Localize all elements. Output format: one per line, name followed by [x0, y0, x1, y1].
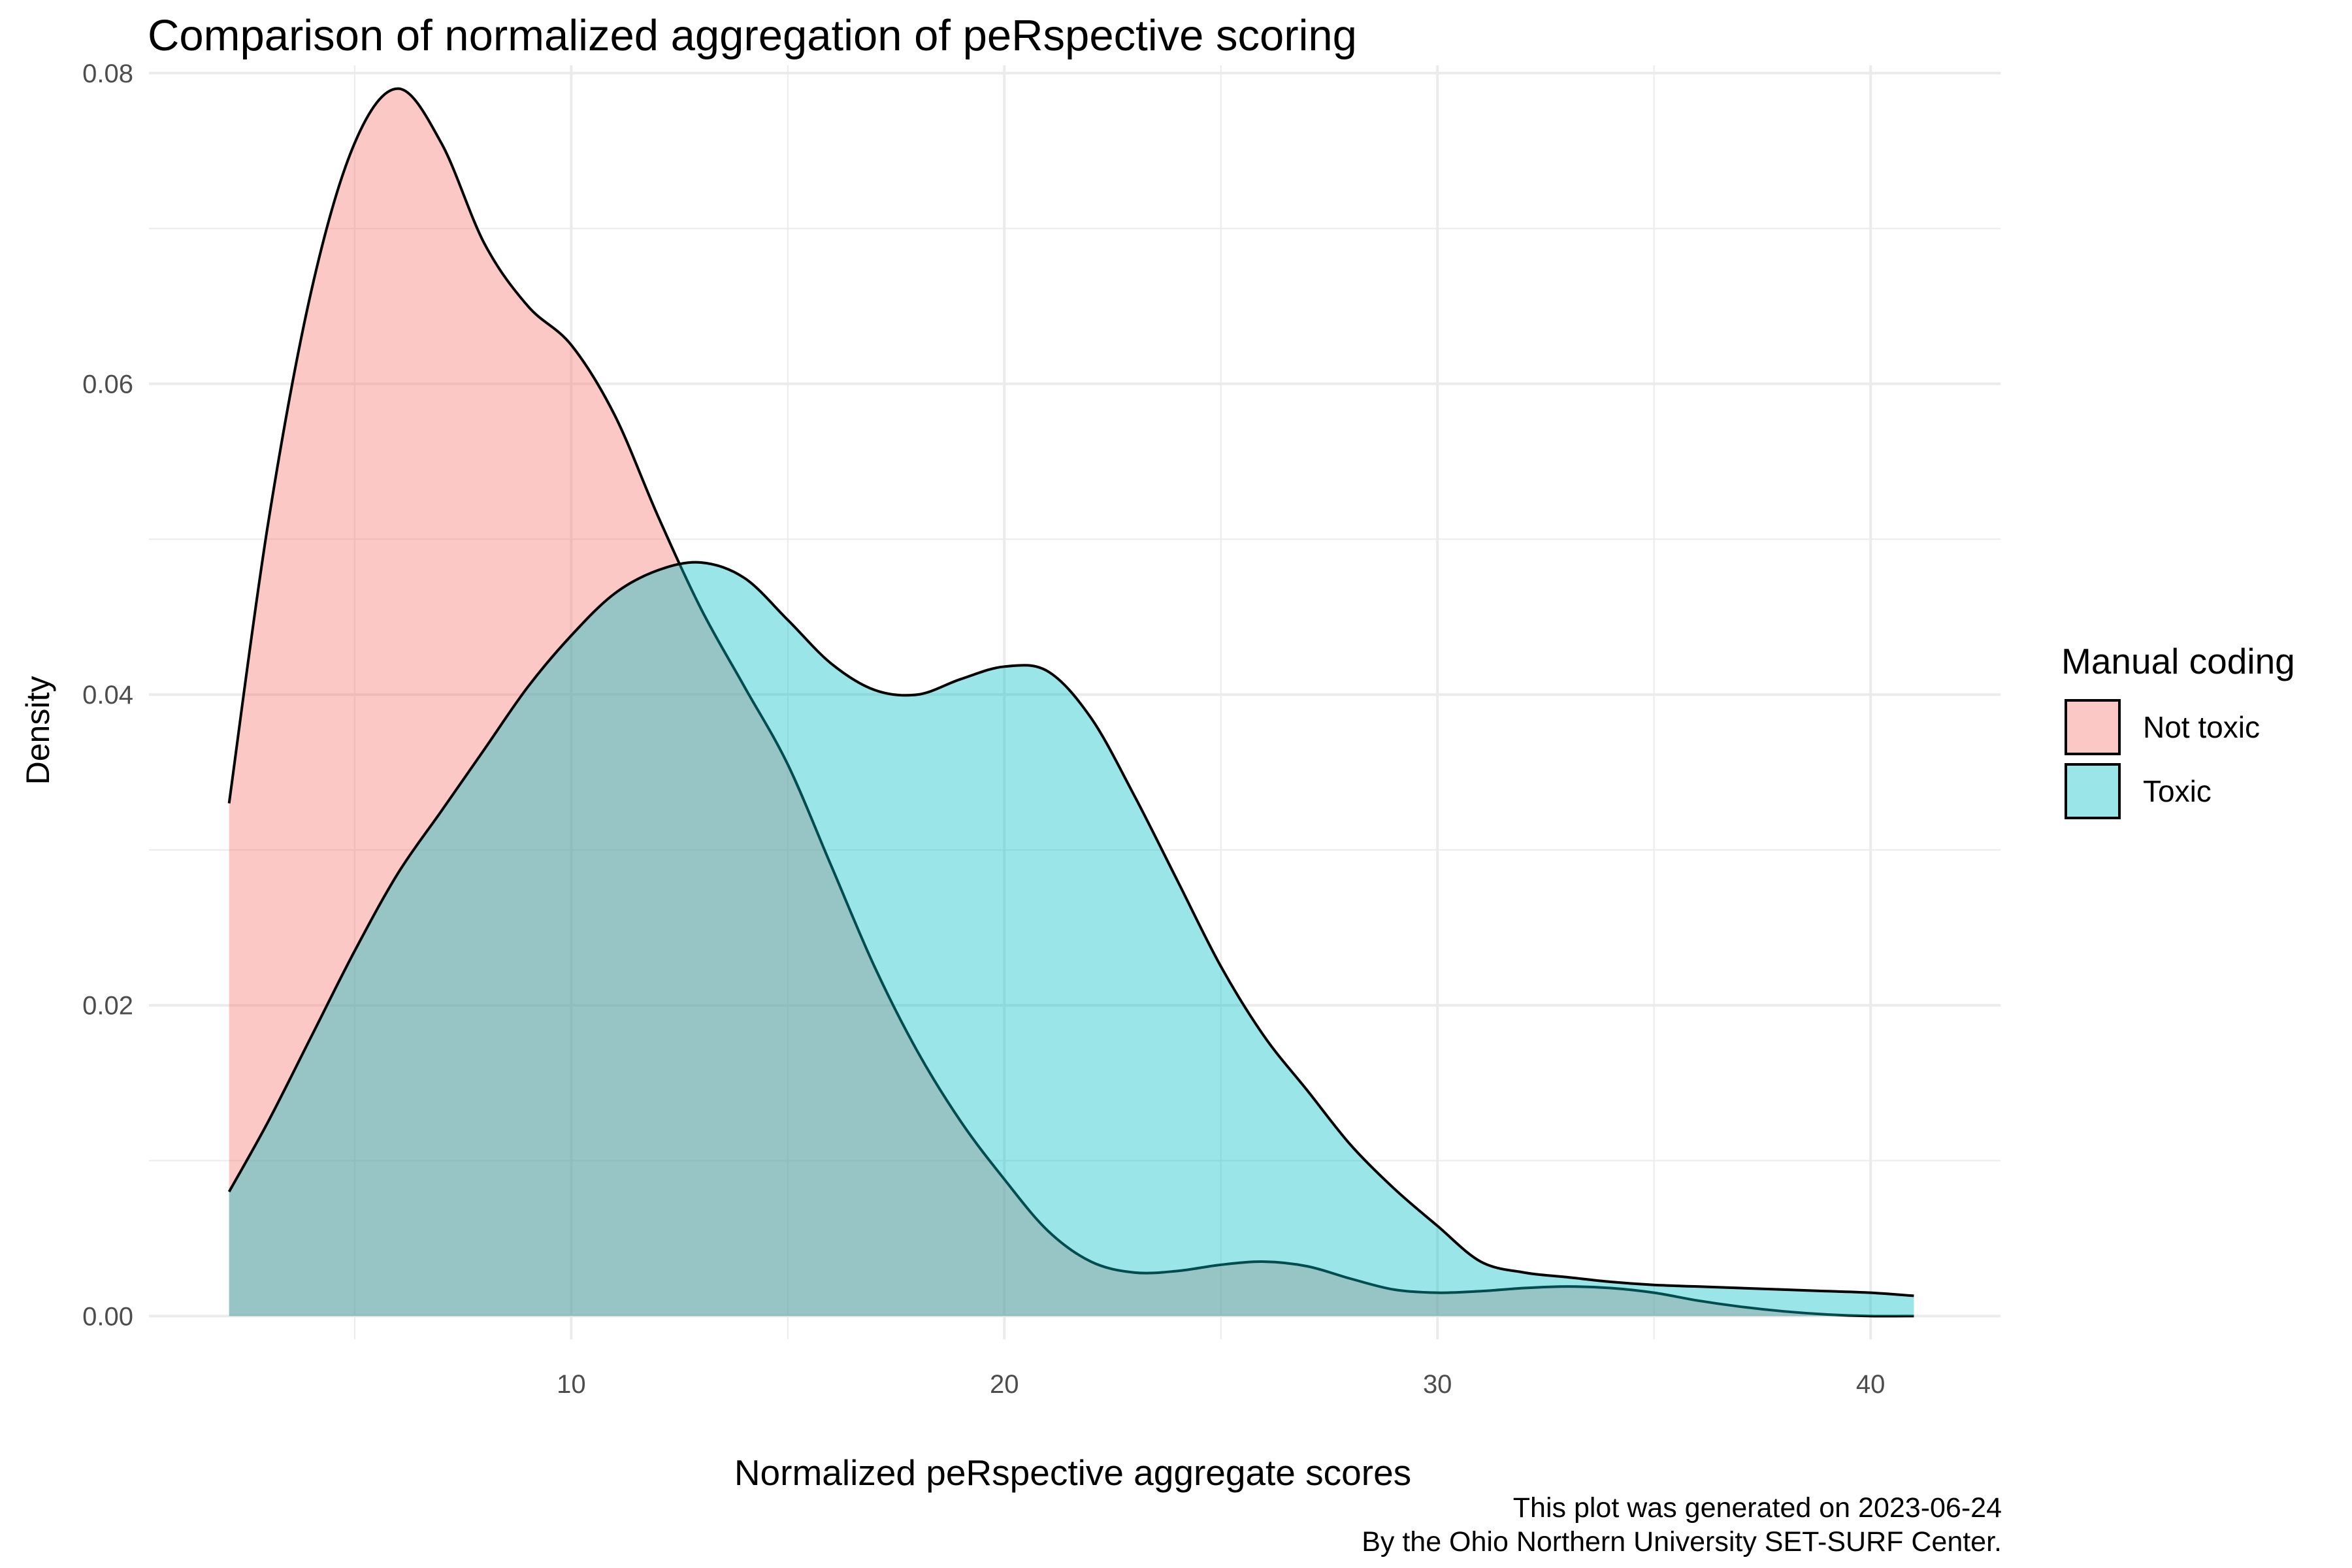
legend-label-toxic: Toxic	[2143, 774, 2212, 808]
density-area-not-toxic	[229, 88, 1914, 1316]
caption: This plot was generated on 2023-06-24 By…	[1362, 1491, 2002, 1559]
legend-label-not-toxic: Not toxic	[2143, 710, 2260, 744]
legend-item-not-toxic: Not toxic	[2065, 698, 2260, 757]
legend-title: Manual coding	[2061, 641, 2295, 681]
x-tick-label: 40	[1856, 1370, 1886, 1399]
y-tick-label: 0.08	[82, 59, 133, 88]
density-area-toxic	[229, 562, 1914, 1316]
legend-item-toxic: Toxic	[2065, 762, 2212, 821]
caption-line-2: By the Ohio Northern University SET-SURF…	[1362, 1526, 2002, 1558]
y-tick-label: 0.00	[82, 1302, 133, 1331]
density-line-toxic	[227, 561, 1914, 1298]
y-tick-label: 0.04	[82, 681, 133, 710]
caption-line-1: This plot was generated on 2023-06-24	[1512, 1492, 2002, 1524]
legend-key-toxic	[2065, 763, 2121, 819]
legend-key-not-toxic	[2065, 699, 2121, 755]
y-tick-label: 0.02	[82, 992, 133, 1021]
x-tick-label: 30	[1423, 1370, 1452, 1399]
x-axis-label: Normalized peRspective aggregate scores	[734, 1452, 1412, 1493]
y-tick-label: 0.06	[82, 370, 133, 399]
chart-title: Comparison of normalized aggregation of …	[148, 11, 1357, 60]
x-tick-label: 20	[990, 1370, 1019, 1399]
x-tick-label: 10	[557, 1370, 586, 1399]
density-line-not-toxic	[227, 87, 1914, 1318]
